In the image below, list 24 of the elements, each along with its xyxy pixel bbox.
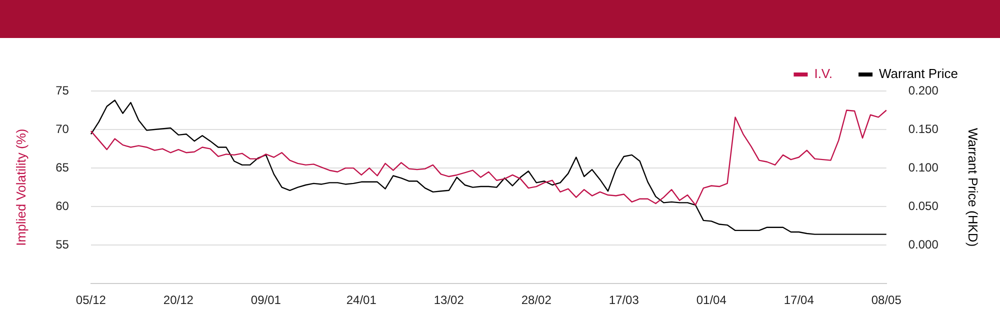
- x-tick-label: 17/04: [784, 293, 814, 308]
- x-tick-label: 01/04: [696, 293, 727, 308]
- y-tick-label: 75: [56, 83, 70, 98]
- y-tick-label: 65: [56, 160, 70, 174]
- y2-tick-label: 0.100: [908, 160, 939, 174]
- y2-tick-label: 0.050: [908, 198, 939, 213]
- x-tick-label: 24/01: [346, 293, 377, 308]
- x-tick-label: 28/02: [521, 293, 552, 308]
- y-tick-label: 60: [56, 198, 70, 213]
- y-tick-label: 70: [56, 122, 70, 136]
- x-tick-label: 08/05: [871, 293, 902, 308]
- y2-tick-label: 0.150: [908, 122, 939, 136]
- y-axis-title: Implied Volatility (%): [13, 128, 28, 246]
- y2-tick-label: 0.200: [908, 83, 939, 98]
- y2-axis-title: Warrant Price (HKD): [966, 128, 981, 247]
- legend-label: I.V.: [814, 66, 833, 82]
- legend-label: Warrant Price: [879, 66, 958, 82]
- y2-tick-label: 0.000: [908, 237, 939, 252]
- x-tick-label: 05/12: [76, 293, 106, 308]
- x-tick-label: 13/02: [434, 293, 464, 308]
- x-tick-label: 09/01: [250, 293, 282, 308]
- y-tick-label: 55: [56, 237, 70, 252]
- x-tick-label: 17/03: [608, 293, 640, 308]
- x-tick-label: 20/12: [163, 293, 194, 308]
